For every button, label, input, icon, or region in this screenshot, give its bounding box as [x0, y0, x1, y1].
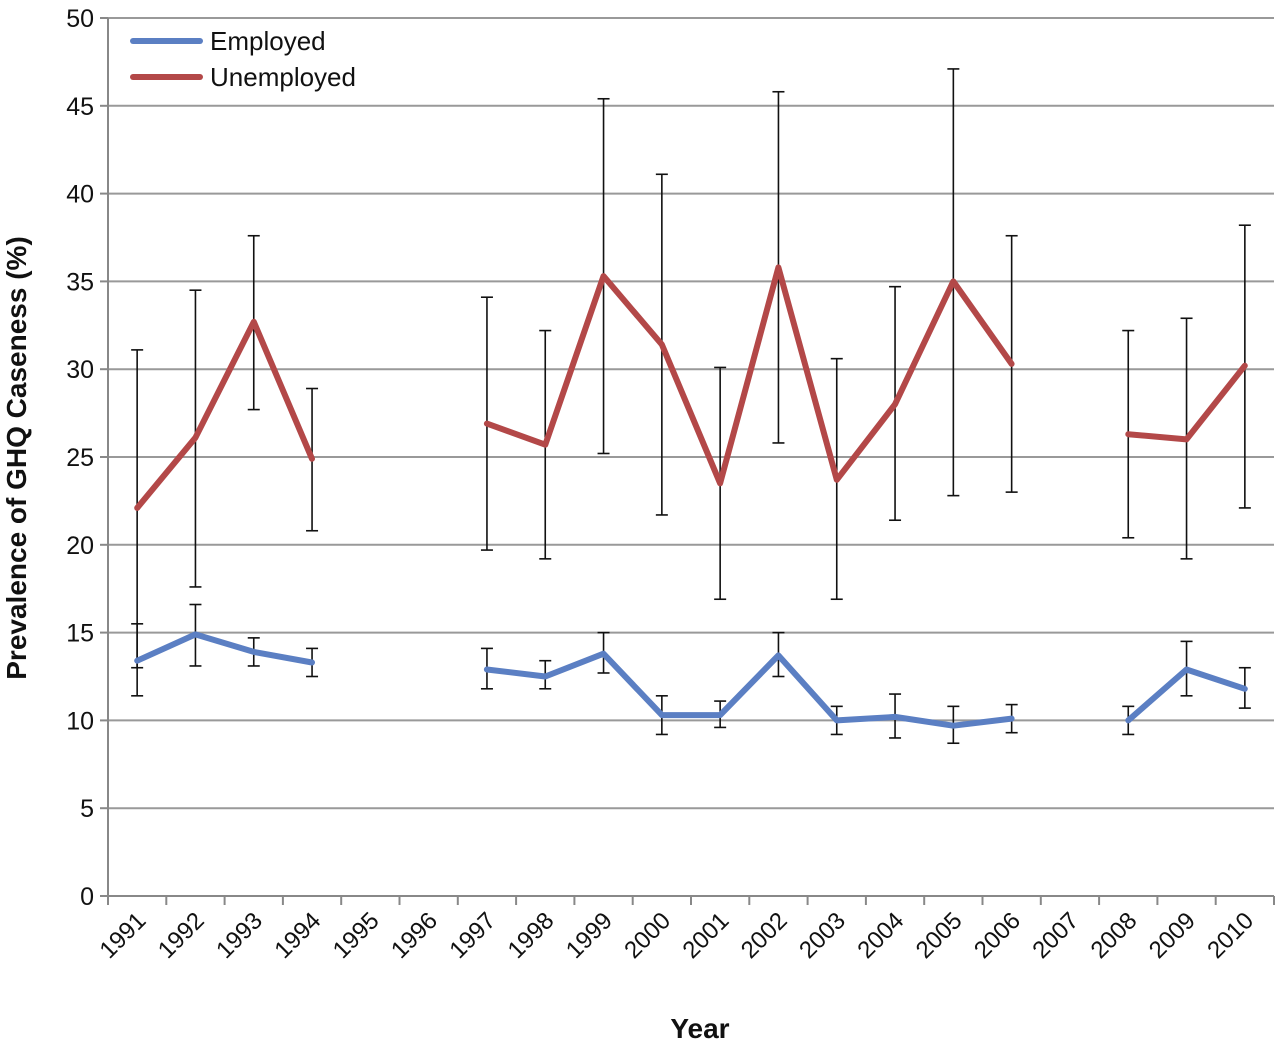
x-tick-label: 1991: [95, 907, 152, 964]
legend-label-unemployed: Unemployed: [210, 62, 356, 92]
data-point-unemployed: [776, 265, 781, 270]
x-tick-label: 2009: [1144, 907, 1201, 964]
x-tick-label: 2004: [852, 907, 909, 964]
series-line-unemployed: [134, 264, 1248, 511]
data-point-employed: [834, 718, 839, 723]
data-point-unemployed: [543, 442, 548, 447]
data-point-employed: [251, 649, 256, 654]
y-tick-label: 35: [66, 268, 94, 296]
y-tick-label: 25: [66, 444, 94, 472]
error-bars: [131, 68, 1251, 745]
x-tick-label: 1993: [211, 907, 268, 964]
data-point-employed: [659, 713, 664, 718]
x-axis: 1991 1992 1993 1994 1995 1996 1997 1998 1999 2000…: [95, 896, 1275, 964]
data-point-employed: [193, 632, 198, 637]
data-point-unemployed: [484, 421, 489, 426]
y-tick-label: 0: [80, 883, 94, 911]
series-line-employed: [134, 631, 1248, 729]
x-tick-label: 2008: [1086, 907, 1143, 964]
y-tick-label: 45: [66, 93, 94, 121]
data-point-unemployed: [951, 279, 956, 284]
data-point-unemployed: [193, 435, 198, 440]
x-tick-label: 1992: [153, 907, 210, 964]
x-tick-label: 2005: [911, 907, 968, 964]
data-point-unemployed: [135, 505, 140, 510]
legend-label-employed: Employed: [210, 26, 326, 56]
x-tick-label: 1997: [444, 907, 501, 964]
data-point-employed: [484, 667, 489, 672]
data-point-unemployed: [310, 456, 315, 461]
data-point-unemployed: [893, 402, 898, 407]
data-point-employed: [776, 653, 781, 658]
data-point-employed: [1126, 718, 1131, 723]
data-point-employed: [718, 713, 723, 718]
data-point-employed: [951, 723, 956, 728]
data-point-unemployed: [1009, 361, 1014, 366]
data-point-employed: [601, 651, 606, 656]
data-point-unemployed: [834, 477, 839, 482]
y-tick-label: 20: [66, 532, 94, 560]
y-tick-label: 5: [80, 795, 94, 823]
series-lines: [134, 264, 1248, 729]
data-point-employed: [1242, 686, 1247, 691]
x-axis-title: Year: [670, 1013, 729, 1044]
data-point-unemployed: [601, 274, 606, 279]
data-point-unemployed: [1126, 432, 1131, 437]
x-tick-label: 2002: [736, 907, 793, 964]
x-tick-label: 1994: [269, 907, 326, 964]
y-axis-ticks: 0 5 10 15 20 25 30 35 40 45 50: [66, 5, 109, 911]
data-point-unemployed: [718, 481, 723, 486]
x-tick-label: 2006: [969, 907, 1026, 964]
data-point-employed: [1009, 716, 1014, 721]
data-point-unemployed: [1242, 363, 1247, 368]
data-point-employed: [893, 714, 898, 719]
y-axis-title: Prevalence of GHQ Caseness (%): [1, 236, 32, 680]
x-tick-label: 1995: [328, 907, 385, 964]
x-tick-label: 2001: [678, 907, 735, 964]
x-tick-label: 1996: [386, 907, 443, 964]
y-tick-label: 30: [66, 356, 94, 384]
data-point-employed: [135, 658, 140, 663]
y-tick-label: 10: [66, 707, 94, 735]
data-point-employed: [543, 674, 548, 679]
gridlines: [108, 17, 1274, 897]
x-tick-label: 1999: [561, 907, 618, 964]
data-point-unemployed: [251, 319, 256, 324]
data-point-employed: [310, 660, 315, 665]
y-tick-label: 15: [66, 620, 94, 648]
legend: Employed Unemployed: [130, 26, 356, 92]
data-point-unemployed: [659, 342, 664, 347]
x-tick-label: 2010: [1202, 907, 1259, 964]
x-tick-label: 2007: [1027, 907, 1084, 964]
data-point-employed: [1184, 667, 1189, 672]
x-tick-label: 2000: [619, 907, 676, 964]
data-point-unemployed: [1184, 437, 1189, 442]
y-tick-label: 50: [66, 5, 94, 33]
x-tick-label: 2003: [794, 907, 851, 964]
x-tick-label: 1998: [503, 907, 560, 964]
y-tick-label: 40: [66, 181, 94, 209]
